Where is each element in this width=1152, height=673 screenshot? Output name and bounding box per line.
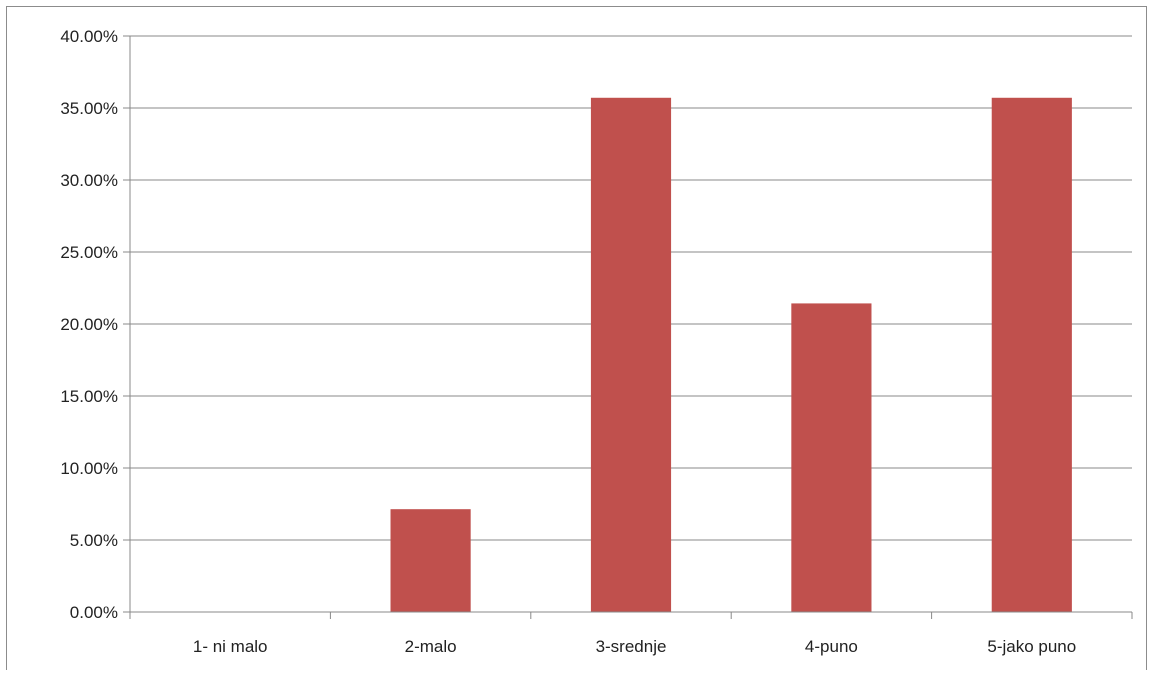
y-tick-label: 20.00% [60, 315, 118, 334]
y-tick-label: 25.00% [60, 243, 118, 262]
x-tick-label: 5-jako puno [987, 637, 1076, 656]
y-tick-label: 5.00% [70, 531, 118, 550]
bar-5 [991, 97, 1072, 612]
bars [390, 97, 1072, 612]
chart-frame [6, 6, 1147, 670]
x-tick-label: 4-puno [805, 637, 858, 656]
y-tick-label: 35.00% [60, 99, 118, 118]
y-tick-labels: 0.00% 5.00% 10.00% 15.00% 20.00% 25.00% 30.00%… [60, 27, 118, 622]
x-tick-labels: 1- ni malo 2-malo 3-srednje 4-puno 5-jako pu… [193, 637, 1076, 656]
y-tick-label: 10.00% [60, 459, 118, 478]
y-tick-label: 0.00% [70, 603, 118, 622]
x-tick-label: 2-malo [405, 637, 457, 656]
bar-2 [390, 509, 471, 612]
y-tick-label: 15.00% [60, 387, 118, 406]
bar-4 [791, 303, 872, 612]
bar-3 [590, 97, 672, 612]
y-tick-label: 30.00% [60, 171, 118, 190]
x-tick-label: 1- ni malo [193, 637, 268, 656]
axes [123, 35, 1133, 619]
x-tick-label: 3-srednje [596, 637, 667, 656]
y-tick-label: 40.00% [60, 27, 118, 46]
